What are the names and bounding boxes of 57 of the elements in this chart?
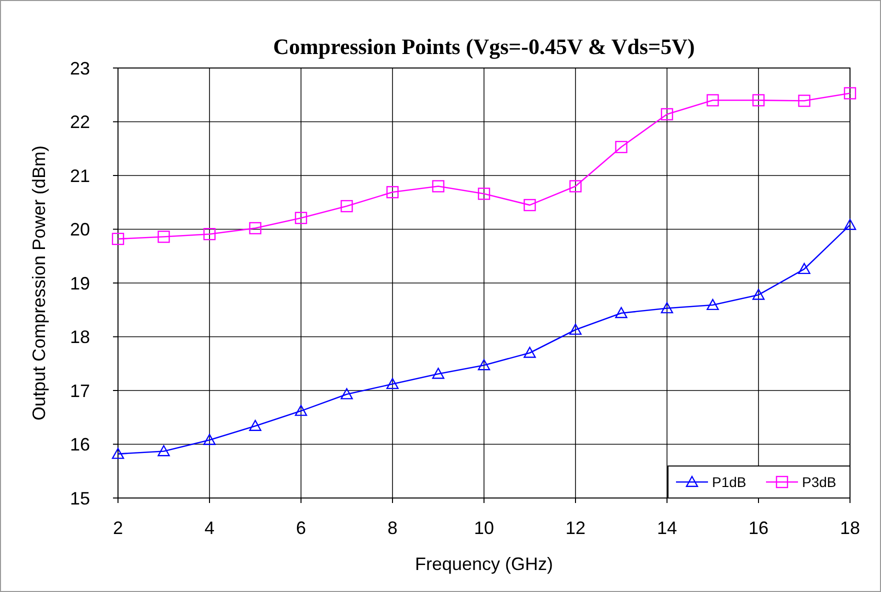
point	[752, 288, 765, 300]
point	[844, 87, 856, 100]
point	[112, 448, 124, 459]
point	[524, 346, 536, 358]
point	[203, 228, 216, 240]
y-tick-label: 15	[70, 488, 90, 508]
point	[660, 108, 674, 120]
y-tick-label: 19	[70, 273, 90, 294]
legend-label: P1dB	[712, 474, 746, 490]
y-axis-title: Output Compression Power (dBm)	[29, 145, 49, 421]
point	[386, 378, 399, 390]
x-tick-label: 12	[565, 518, 586, 538]
point	[478, 188, 490, 200]
point	[158, 445, 170, 456]
point	[798, 94, 810, 107]
x-tick-label: 6	[296, 518, 306, 538]
point	[478, 359, 490, 370]
point	[203, 434, 216, 445]
point	[524, 198, 536, 212]
point	[294, 212, 308, 224]
x-tick-label: 16	[748, 518, 769, 538]
point	[249, 222, 262, 234]
x-tick-label: 2	[112, 518, 124, 538]
point	[569, 324, 582, 335]
point	[294, 404, 308, 416]
x-axis-title: Frequency (GHz)	[414, 554, 554, 574]
point	[340, 200, 353, 212]
point	[706, 94, 719, 106]
point	[660, 302, 674, 314]
point	[752, 94, 765, 106]
y-tick-label: 22	[70, 112, 90, 132]
point	[569, 180, 582, 192]
point	[615, 140, 628, 154]
x-tick-label: 14	[656, 518, 678, 538]
legend-label: P3dB	[802, 474, 836, 490]
point	[386, 186, 399, 198]
y-tick-label: 16	[70, 434, 90, 455]
point	[844, 218, 856, 230]
chart-title: Compression Points (Vgs=-0.45V & Vds=5V)	[273, 34, 695, 59]
y-tick-label: 21	[70, 166, 90, 186]
y-tick-label: 17	[70, 380, 90, 401]
point	[249, 420, 262, 431]
x-tick-label: 8	[387, 518, 398, 538]
point	[158, 230, 170, 243]
point	[340, 388, 353, 400]
y-tick-label: 20	[70, 220, 90, 240]
x-tick-label: 10	[474, 518, 494, 538]
y-tick-label: 23	[70, 58, 90, 78]
point	[112, 232, 124, 246]
point	[432, 180, 444, 192]
point	[798, 262, 810, 274]
y-tick-label: 18	[70, 327, 90, 348]
x-tick-label: 4	[204, 518, 215, 538]
point	[706, 298, 719, 310]
point	[432, 368, 444, 379]
x-tick-label: 18	[840, 518, 860, 538]
point	[615, 307, 628, 318]
